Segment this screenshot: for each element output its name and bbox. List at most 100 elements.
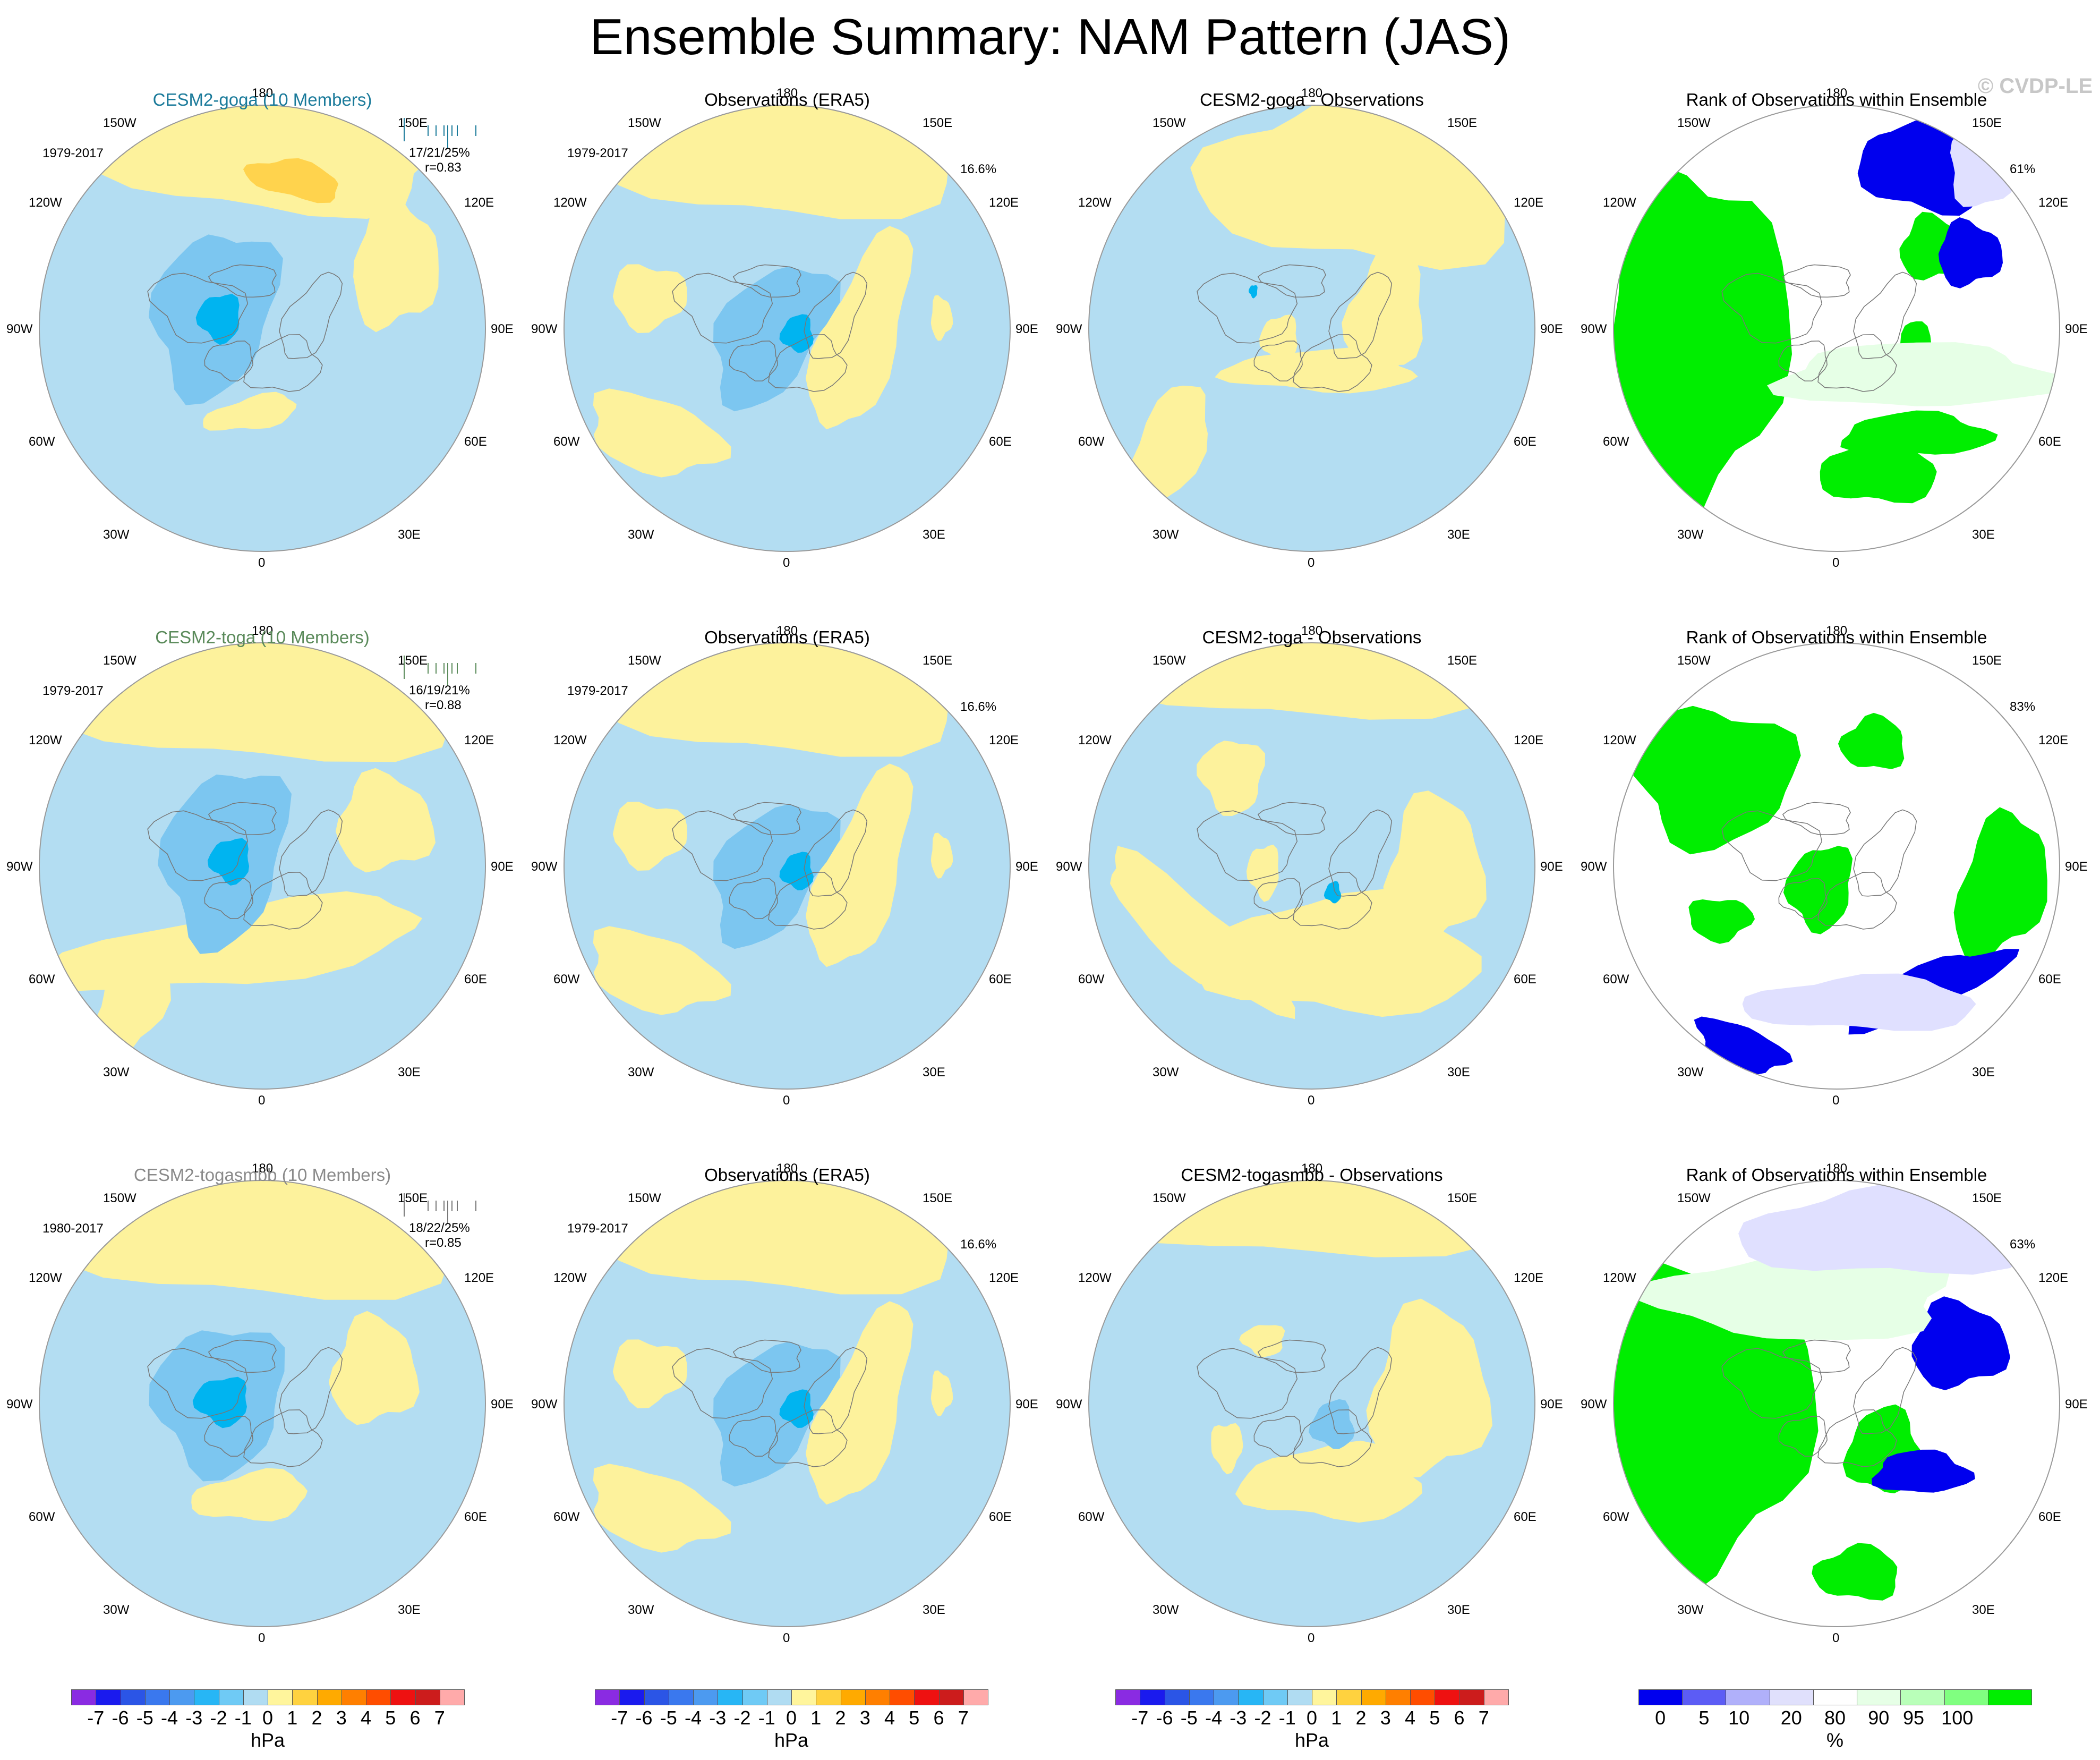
colorbar-tick-label: -3 [1230,1707,1247,1729]
field-region-neg3 [779,1389,814,1428]
colorbar-tick-label: -2 [210,1707,227,1729]
lon-label-bottom: 0 [1832,1631,1840,1645]
lon-label-lower-left-2: 30W [1153,528,1179,542]
variance-percent-label: 83% [2010,700,2036,714]
lon-label-upper-left-1: 150W [1677,653,1711,668]
main-title: Ensemble Summary: NAM Pattern (JAS) [590,8,1510,65]
field-region-pos [1342,243,1423,372]
lon-label-left: 90W [531,322,558,336]
model-panel-row2: 180 0 90W 90E 150W 120W 150E 120E 60W 30W 60E 30E CE… [0,624,525,1166]
lon-label-lower-left-2: 30W [103,1603,130,1617]
diff-panel-title: CESM2-goga - Observations [1200,90,1424,109]
lon-label-lower-right-1: 60E [1514,972,1536,987]
coastline [204,878,253,919]
colorbar-swatch [1140,1689,1165,1705]
lon-label-left: 90W [1581,322,1607,336]
year-range-label: 1980-2017 [42,1221,104,1236]
colorbar-tick-label: -1 [1278,1707,1296,1729]
field-region-pos [1211,1423,1243,1475]
colorbar-hpa-model: -7 -6 -5 -4 -3 -2 -1 0 1 2 3 4 5 6 7 hPa [71,1689,465,1753]
coastline [204,341,253,381]
pct-variance-stats: 16/19/21% [409,683,470,698]
variance-percent-label: 16.6% [960,162,997,176]
field-region-pos [806,763,914,967]
colorbar-swatch [243,1689,268,1705]
colorbar-tick-label: 0 [786,1707,797,1729]
colorbar-swatch [1385,1689,1411,1705]
colorbar-swatch [914,1689,940,1705]
coastline [1817,334,1897,392]
coastline [1853,1347,1917,1434]
lon-label-left: 90W [1056,860,1082,874]
colorbar-tick-label: 90 [1868,1707,1890,1729]
field-region-lo [1872,1449,1975,1493]
sparkline-tick [404,656,405,679]
lon-label-upper-left-2: 120W [1078,1271,1112,1285]
field-region-pos [1110,846,1295,1019]
colorbar-swatch [816,1689,841,1705]
coastline [1782,1339,1851,1373]
lon-label-lower-right-2: 30E [923,528,945,542]
coastline [243,334,323,392]
lon-label-lower-right-2: 30E [1972,1603,1995,1617]
lon-label-upper-right-1: 150E [923,653,953,668]
map-rim [1613,642,2060,1090]
field-region-hi [1614,1261,1819,1599]
sparkline-tick [436,663,437,674]
colorbar-swatch [644,1689,669,1705]
colorbar-tick-label: 80 [1824,1707,1846,1729]
sparkline-tick [447,1201,448,1224]
field-region-pos [1197,741,1265,816]
field-region-hi [1631,705,1801,855]
field-region-neg2 [713,804,841,949]
field-region-himid [1767,342,2060,406]
colorbar-tick-label: 1 [1331,1707,1342,1729]
colorbar-tick-label: 6 [933,1707,944,1729]
sparkline-tick [475,125,476,136]
field-region-pos [612,802,687,871]
colorbar-tick-label: -3 [709,1707,727,1729]
colorbar-tick-label: 0 [262,1707,274,1729]
coastline [1197,810,1298,881]
lon-label-upper-left-2: 120W [1078,733,1112,747]
colorbar-tick-label: 2 [311,1707,322,1729]
colorbar-unit: hPa [1294,1729,1329,1751]
lon-label-left: 90W [1581,860,1607,874]
colorbar-tick-label: 3 [336,1707,347,1729]
colorbar-swatch [1262,1689,1288,1705]
colorbar-swatch [668,1689,694,1705]
map-rim [1088,105,1535,552]
lon-label-lower-right-1: 60E [464,435,487,449]
field-region-pos [612,264,687,333]
lon-label-left: 90W [531,1397,558,1412]
sparkline-tick [451,125,453,136]
map-rim [1088,642,1535,1090]
lon-label-lower-right-2: 30E [398,1603,421,1617]
lon-label-right: 90E [1540,1397,1563,1412]
colorbar-swatch [1857,1689,1901,1705]
lon-label-upper-right-2: 120E [2038,733,2069,747]
colorbar-tick-label: 1 [810,1707,822,1729]
lon-label-right: 90E [1015,860,1038,874]
coastline [1293,872,1372,930]
colorbar-swatch [766,1689,792,1705]
rank-panel-title: Rank of Observations within Ensemble [1686,90,1987,109]
sparkline-tick [436,1201,437,1211]
field-region-hi [1953,807,2047,966]
coastline [1853,271,1917,359]
lon-label-bottom: 0 [258,556,266,570]
lon-label-upper-left-1: 150W [1153,1191,1186,1205]
colorbar-swatch [1638,1689,1683,1705]
lon-label-lower-right-2: 30E [1972,528,1995,542]
colorbar-swatch [1944,1689,1988,1705]
colorbar-swatch [693,1689,719,1705]
coastline [1328,271,1393,359]
colorbar-swatch [268,1689,293,1705]
member-spread-sparkline [404,656,478,686]
lon-label-upper-left-1: 150W [1677,116,1711,130]
year-range-label: 1979-2017 [42,146,104,160]
field-region-hi [1812,1543,1898,1601]
coastline [1197,1348,1298,1419]
lon-label-right: 90E [1015,322,1038,336]
rank-polar-map [1613,642,2060,1090]
